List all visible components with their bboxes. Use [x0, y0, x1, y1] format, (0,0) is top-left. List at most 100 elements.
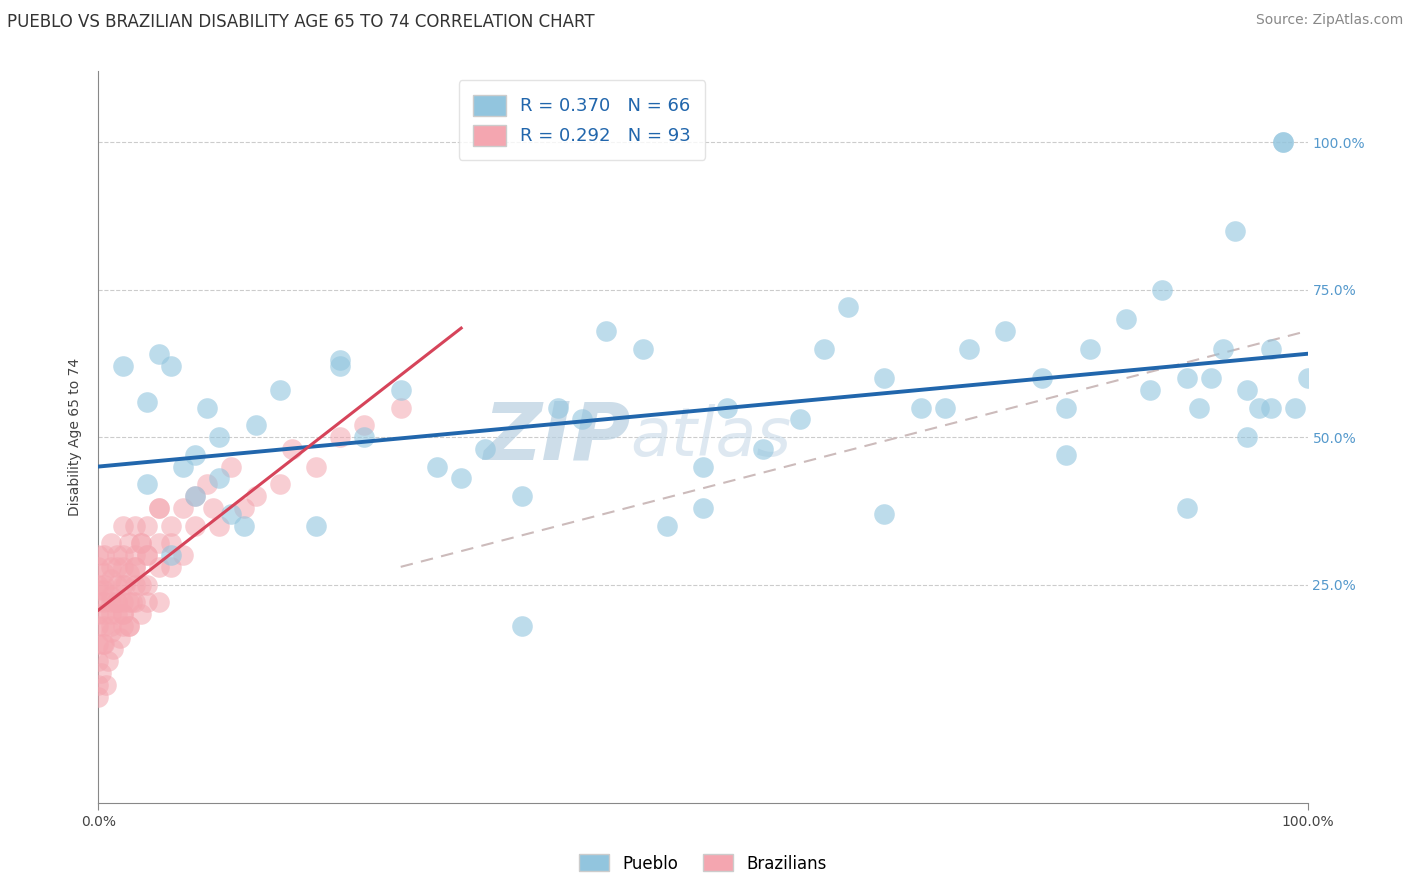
Point [1175, 371, 1198, 385]
Point [121, 595, 143, 609]
Point [118, 619, 141, 633]
Point [148, 595, 170, 609]
Point [118, 536, 141, 550]
Point [1272, 135, 1295, 149]
Point [752, 442, 775, 456]
Point [118, 619, 141, 633]
Point [93, 607, 115, 621]
Point [111, 548, 134, 562]
Point [105, 607, 128, 621]
Point [389, 383, 412, 397]
Point [111, 577, 134, 591]
Point [450, 471, 472, 485]
Point [692, 500, 714, 515]
Point [595, 324, 617, 338]
Point [135, 548, 157, 562]
Point [105, 548, 128, 562]
Point [148, 559, 170, 574]
Point [195, 401, 218, 415]
Text: PUEBLO VS BRAZILIAN DISABILITY AGE 65 TO 74 CORRELATION CHART: PUEBLO VS BRAZILIAN DISABILITY AGE 65 TO… [7, 13, 595, 31]
Point [93, 577, 115, 591]
Point [87, 636, 110, 650]
Point [135, 577, 157, 591]
Point [148, 500, 170, 515]
Point [426, 459, 449, 474]
Point [1272, 135, 1295, 149]
Point [184, 518, 207, 533]
Point [135, 394, 157, 409]
Point [172, 500, 194, 515]
Point [100, 590, 122, 604]
Point [148, 347, 170, 361]
Point [232, 500, 254, 515]
Point [1260, 401, 1282, 415]
Point [87, 548, 110, 562]
Point [305, 459, 328, 474]
Point [474, 442, 496, 456]
Point [93, 636, 115, 650]
Point [1212, 342, 1234, 356]
Point [1078, 342, 1101, 356]
Point [87, 595, 110, 609]
Point [873, 507, 896, 521]
Point [510, 619, 533, 633]
Point [87, 678, 110, 692]
Point [1188, 401, 1211, 415]
Point [111, 518, 134, 533]
Point [957, 342, 980, 356]
Point [837, 301, 859, 315]
Point [129, 536, 152, 550]
Point [148, 500, 170, 515]
Point [100, 572, 122, 586]
Point [105, 559, 128, 574]
Point [1139, 383, 1161, 397]
Point [813, 342, 835, 356]
Point [873, 371, 896, 385]
Point [329, 359, 352, 374]
Point [281, 442, 304, 456]
Point [353, 430, 375, 444]
Point [160, 359, 183, 374]
Point [118, 566, 141, 580]
Point [148, 536, 170, 550]
Point [221, 507, 243, 521]
Y-axis label: Disability Age 65 to 74: Disability Age 65 to 74 [69, 358, 83, 516]
Point [692, 459, 714, 474]
Point [184, 489, 207, 503]
Point [111, 559, 134, 574]
Point [547, 401, 569, 415]
Point [232, 518, 254, 533]
Point [221, 459, 243, 474]
Point [100, 624, 122, 639]
Point [90, 666, 112, 681]
Point [1249, 401, 1271, 415]
Point [124, 559, 146, 574]
Point [208, 518, 231, 533]
Point [160, 548, 183, 562]
Point [93, 619, 115, 633]
Point [269, 383, 291, 397]
Point [994, 324, 1017, 338]
Point [93, 566, 115, 580]
Point [160, 536, 183, 550]
Point [1199, 371, 1222, 385]
Text: atlas: atlas [630, 404, 792, 470]
Point [1284, 401, 1306, 415]
Point [129, 536, 152, 550]
Point [195, 477, 218, 491]
Point [910, 401, 932, 415]
Point [93, 583, 115, 598]
Point [1054, 448, 1077, 462]
Point [105, 595, 128, 609]
Point [245, 418, 267, 433]
Point [111, 595, 134, 609]
Point [87, 583, 110, 598]
Point [111, 607, 134, 621]
Point [100, 607, 122, 621]
Point [269, 477, 291, 491]
Point [100, 619, 122, 633]
Point [245, 489, 267, 503]
Point [111, 359, 134, 374]
Point [510, 489, 533, 503]
Text: Source: ZipAtlas.com: Source: ZipAtlas.com [1256, 13, 1403, 28]
